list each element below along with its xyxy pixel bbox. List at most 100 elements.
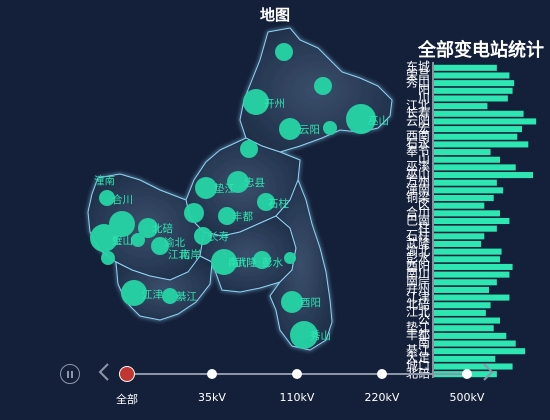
bar-label: 北碚 <box>406 297 430 312</box>
bar[interactable] <box>434 110 524 117</box>
bar-label: 潼南 <box>406 182 430 197</box>
bar-label: 武隆 <box>406 235 430 250</box>
bar-label: 南 <box>418 335 430 350</box>
bubble[interactable] <box>284 252 296 264</box>
bar[interactable] <box>434 317 500 324</box>
timeline-dot[interactable] <box>462 369 472 379</box>
bar[interactable] <box>434 80 515 87</box>
bar[interactable] <box>434 156 500 163</box>
bar[interactable] <box>434 363 513 370</box>
bubble[interactable] <box>243 89 269 115</box>
bar[interactable] <box>434 332 507 339</box>
prev-arrow-icon[interactable] <box>98 362 110 382</box>
bubble[interactable] <box>184 203 204 223</box>
bar[interactable] <box>434 256 500 263</box>
bubble[interactable] <box>346 104 376 134</box>
bar[interactable] <box>434 87 513 94</box>
bar[interactable] <box>434 95 508 102</box>
bubble[interactable] <box>323 121 337 135</box>
bubble[interactable] <box>121 280 147 306</box>
bar[interactable] <box>434 225 497 232</box>
bar[interactable] <box>434 149 491 156</box>
bar[interactable] <box>434 72 510 79</box>
timeline-label[interactable]: 35kV <box>198 391 226 404</box>
bubble[interactable] <box>99 190 115 206</box>
pause-icon <box>67 370 69 378</box>
bar[interactable] <box>434 210 500 217</box>
bar[interactable] <box>434 248 502 255</box>
bar[interactable] <box>434 279 497 286</box>
bar-label: 酉阳 <box>406 259 430 273</box>
bar[interactable] <box>434 172 533 179</box>
bar-label: 公 <box>418 313 430 327</box>
bubble[interactable] <box>195 177 217 199</box>
bar[interactable] <box>434 194 494 202</box>
bar-label: 奉节 <box>406 144 430 158</box>
timeline-label[interactable]: 500kV <box>449 391 485 404</box>
region-label: 璧山 <box>112 234 133 247</box>
timeline-dot[interactable] <box>207 369 217 379</box>
bar[interactable] <box>434 133 518 140</box>
bar-label: 渝北 <box>406 243 430 258</box>
bubble[interactable] <box>218 207 236 225</box>
bar[interactable] <box>434 348 526 355</box>
region-label: 南川 <box>228 256 249 269</box>
play-pause-button[interactable] <box>60 364 80 384</box>
timeline-label[interactable]: 110kV <box>279 391 315 404</box>
bar[interactable] <box>434 179 497 186</box>
bubble[interactable] <box>275 43 293 61</box>
bubble[interactable] <box>290 321 318 349</box>
bubble[interactable] <box>253 251 271 269</box>
bar[interactable] <box>434 126 522 133</box>
bar[interactable] <box>434 271 510 278</box>
region-label: 忠县 <box>244 177 265 189</box>
bar-label: 铜梁 <box>406 189 430 204</box>
bar[interactable] <box>434 64 497 71</box>
bubble[interactable] <box>162 288 178 304</box>
bar[interactable] <box>434 187 504 194</box>
bar[interactable] <box>434 202 485 209</box>
bar[interactable] <box>434 294 510 301</box>
timeline-dot[interactable] <box>377 369 387 379</box>
bar[interactable] <box>434 164 516 171</box>
bar[interactable] <box>434 302 491 309</box>
map-bubbles[interactable] <box>90 43 376 349</box>
bar-label: 南岸 <box>406 274 430 289</box>
bubble[interactable] <box>240 140 258 158</box>
bar-label: 长寿 <box>406 106 430 120</box>
bar[interactable] <box>434 141 529 148</box>
bubble[interactable] <box>101 251 115 265</box>
next-arrow-icon[interactable] <box>482 362 494 382</box>
bubble[interactable] <box>281 291 303 313</box>
timeline-label[interactable]: 全部 <box>116 393 138 406</box>
bar[interactable] <box>434 263 513 270</box>
bar-label: 巫山 <box>406 167 430 181</box>
bar[interactable] <box>434 340 516 347</box>
bar[interactable] <box>434 309 486 316</box>
timeline-label[interactable]: 220kV <box>364 391 400 404</box>
bar[interactable] <box>434 118 537 125</box>
bar[interactable] <box>434 325 494 332</box>
bubble[interactable] <box>279 118 301 140</box>
bar[interactable] <box>434 240 482 248</box>
timeline-dot[interactable] <box>292 369 302 379</box>
bubble[interactable] <box>131 233 145 247</box>
bubble[interactable] <box>90 224 118 252</box>
timeline-dot[interactable] <box>120 367 134 381</box>
region-label: 巫山 <box>368 115 389 127</box>
bubble[interactable] <box>314 77 332 95</box>
bubble[interactable] <box>151 237 169 255</box>
bar[interactable] <box>434 217 510 225</box>
bar[interactable] <box>434 103 488 110</box>
bubble[interactable] <box>138 218 158 238</box>
bubble[interactable] <box>227 171 249 193</box>
bar[interactable] <box>434 233 485 240</box>
bubble[interactable] <box>194 227 212 245</box>
bubble[interactable] <box>257 193 275 211</box>
bubble[interactable] <box>211 249 237 275</box>
bar[interactable] <box>434 355 496 362</box>
bar[interactable] <box>434 286 489 293</box>
